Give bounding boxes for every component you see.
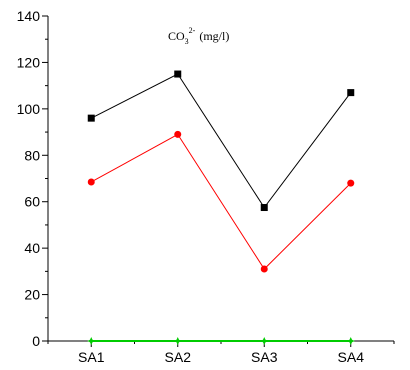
y-tick-label: 120 (17, 54, 41, 70)
y-tick-label: 80 (24, 147, 40, 163)
title-sub: 3 (185, 37, 189, 46)
series-2-point (174, 130, 182, 138)
series-2-point (347, 179, 355, 187)
y-tick-label: 40 (24, 240, 40, 256)
y-tick-label: 20 (24, 287, 40, 303)
series-1-point (347, 89, 355, 97)
y-tick-label: 100 (17, 101, 41, 117)
series-1-point (260, 204, 268, 212)
series-3-point (346, 337, 355, 345)
x-tick-label: SA3 (251, 349, 278, 365)
axes: 0 20 40 60 80 100 120 140 SA1 SA2 SA3 SA4 (17, 8, 395, 365)
title-unit: (mg/l) (199, 29, 229, 43)
series-1 (87, 70, 355, 212)
series-1-point (87, 114, 95, 122)
x-tick-label: SA2 (165, 349, 192, 365)
title-base: CO (168, 29, 185, 43)
series-1-line (91, 73, 352, 209)
chart-title: CO32- (mg/l) (168, 26, 229, 46)
x-tick-label: SA1 (78, 349, 105, 365)
series-3-point (260, 337, 269, 345)
series-2 (87, 130, 355, 273)
series-3 (87, 337, 355, 345)
series-layer (87, 70, 355, 345)
y-tick-label: 0 (32, 333, 40, 349)
y-tick-label: 140 (17, 8, 41, 24)
series-2-point (87, 178, 95, 186)
series-3-point (173, 337, 182, 345)
x-tick-label: SA4 (338, 349, 365, 365)
series-2-line (91, 133, 352, 270)
series-3-point (87, 337, 96, 345)
series-1-point (174, 70, 182, 78)
y-tick-label: 60 (24, 194, 40, 210)
series-2-point (260, 265, 268, 273)
title-sup: 2- (189, 26, 196, 35)
